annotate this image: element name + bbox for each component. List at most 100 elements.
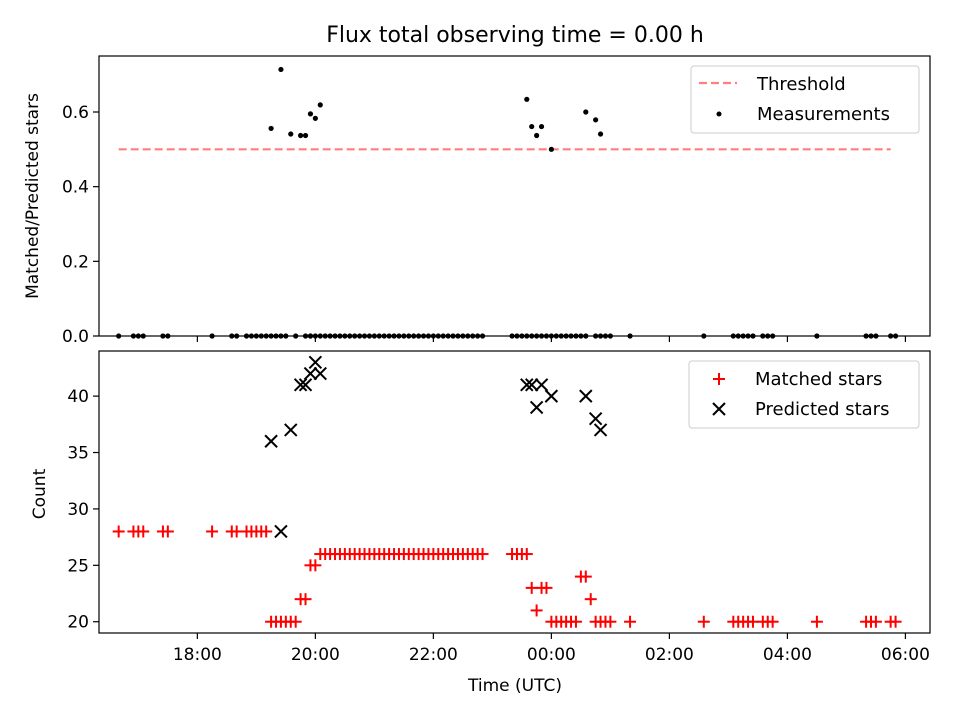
measurement-point xyxy=(357,333,363,339)
legend-box-ratio xyxy=(690,65,920,134)
measurement-point xyxy=(455,333,461,339)
legend-threshold-label: Threshold xyxy=(756,74,846,95)
measurement-point xyxy=(293,333,299,339)
measurement-point xyxy=(322,333,328,339)
x-tick-label: 00:00 xyxy=(527,645,576,665)
measurement-point xyxy=(573,333,579,339)
measurement-point xyxy=(534,333,540,339)
measurement-point xyxy=(543,333,550,339)
measurement-point xyxy=(524,333,530,339)
matched-star-point xyxy=(520,548,533,561)
measurement-point xyxy=(529,123,535,130)
plot-area-count xyxy=(98,350,931,634)
x-axis-label: Time (UTC) xyxy=(467,676,562,696)
measurement-point xyxy=(760,333,766,339)
y-axis-label-count: Count xyxy=(30,468,50,519)
measurement-point xyxy=(332,333,338,339)
predicted-star-point xyxy=(308,355,323,369)
measurement-point xyxy=(317,102,323,108)
predicted-star-point xyxy=(544,389,559,403)
measurement-point xyxy=(465,333,471,339)
measurement-point xyxy=(583,333,589,339)
measurement-point xyxy=(730,333,736,339)
x-tick-label: 06:00 xyxy=(881,645,930,665)
measurement-point xyxy=(765,333,771,339)
predicted-star-point xyxy=(593,423,608,437)
predicted-star-point xyxy=(298,378,313,392)
measurement-point xyxy=(430,333,436,339)
measurement-point xyxy=(440,333,446,339)
measurement-point xyxy=(420,333,427,339)
x-tick-label: 20:00 xyxy=(291,645,340,665)
measurement-point xyxy=(307,333,314,339)
measurement-point xyxy=(568,333,574,339)
x-tick-label: 18:00 xyxy=(173,645,222,665)
measurement-point xyxy=(268,125,274,132)
measurement-point xyxy=(873,333,879,339)
measurement-point xyxy=(327,333,333,339)
figure-title: Flux total observing time = 0.00 h xyxy=(326,23,704,48)
matched-star-point xyxy=(137,525,150,538)
predicted-star-point xyxy=(529,400,544,415)
measurement-point xyxy=(435,333,441,339)
legend-box-count xyxy=(688,360,920,429)
matched-star-point xyxy=(869,615,882,628)
measurement-point xyxy=(298,132,304,139)
measurement-point xyxy=(229,333,235,339)
y-tick-label-count: 35 xyxy=(67,444,89,464)
measurement-point xyxy=(288,131,294,137)
measurement-point xyxy=(312,115,318,121)
y-tick-label-ratio: 0.4 xyxy=(62,178,89,198)
legend-count: Matched stars Predicted stars xyxy=(688,360,920,429)
measurement-point xyxy=(268,333,274,339)
measurement-point xyxy=(745,333,751,339)
measurement-point xyxy=(406,333,412,339)
measurement-point xyxy=(888,333,894,339)
measurement-point xyxy=(597,131,604,137)
legend-measurements-swatch xyxy=(716,111,722,117)
measurement-point xyxy=(302,333,309,339)
measurement-point xyxy=(401,333,407,339)
measurement-point xyxy=(475,333,481,339)
measurement-point xyxy=(558,333,564,339)
predicted-star-point xyxy=(579,389,593,403)
measurement-point xyxy=(425,333,432,339)
measurement-point xyxy=(770,333,776,339)
y-tick-label-ratio: 0.2 xyxy=(62,252,89,272)
legend-ratio: Threshold Measurements xyxy=(690,65,920,134)
matched-star-point xyxy=(540,581,553,594)
measurement-point xyxy=(376,333,382,339)
y-tick-label-count: 20 xyxy=(67,613,89,633)
measurement-point xyxy=(278,66,284,73)
predicted-star-point xyxy=(264,434,278,448)
ticks-ratio: 0.0 0.2 0.4 0.6 xyxy=(62,103,907,347)
ticks-count: 20 25 30 35 40 18:00 20:00 22:00 00:00 02:00 04:00… xyxy=(67,387,930,665)
measurement-point xyxy=(529,333,535,339)
x-tick-label: 04:00 xyxy=(763,645,812,665)
matched-star-point xyxy=(766,615,779,628)
measurement-point xyxy=(130,333,137,339)
measurement-point xyxy=(371,333,377,339)
measurement-point xyxy=(868,333,874,339)
marks-count xyxy=(112,355,902,628)
measurement-point xyxy=(278,333,284,339)
measurement-point xyxy=(548,146,554,152)
measurement-point xyxy=(735,333,741,339)
measurement-point xyxy=(209,333,215,339)
measurement-point xyxy=(253,333,259,339)
measurement-point xyxy=(750,333,756,339)
predicted-star-point xyxy=(588,411,603,426)
measurement-point xyxy=(814,333,820,339)
y-tick-label-ratio: 0.6 xyxy=(62,103,89,123)
measurement-point xyxy=(548,333,554,339)
matched-star-point xyxy=(810,615,823,628)
measurement-point xyxy=(248,333,255,339)
matched-star-point xyxy=(309,559,322,572)
measurement-point xyxy=(234,333,240,339)
measurement-point xyxy=(863,333,869,339)
measurement-point xyxy=(416,333,422,339)
measurement-point xyxy=(892,333,899,339)
matched-star-point xyxy=(584,593,597,606)
matched-star-point xyxy=(112,525,125,538)
